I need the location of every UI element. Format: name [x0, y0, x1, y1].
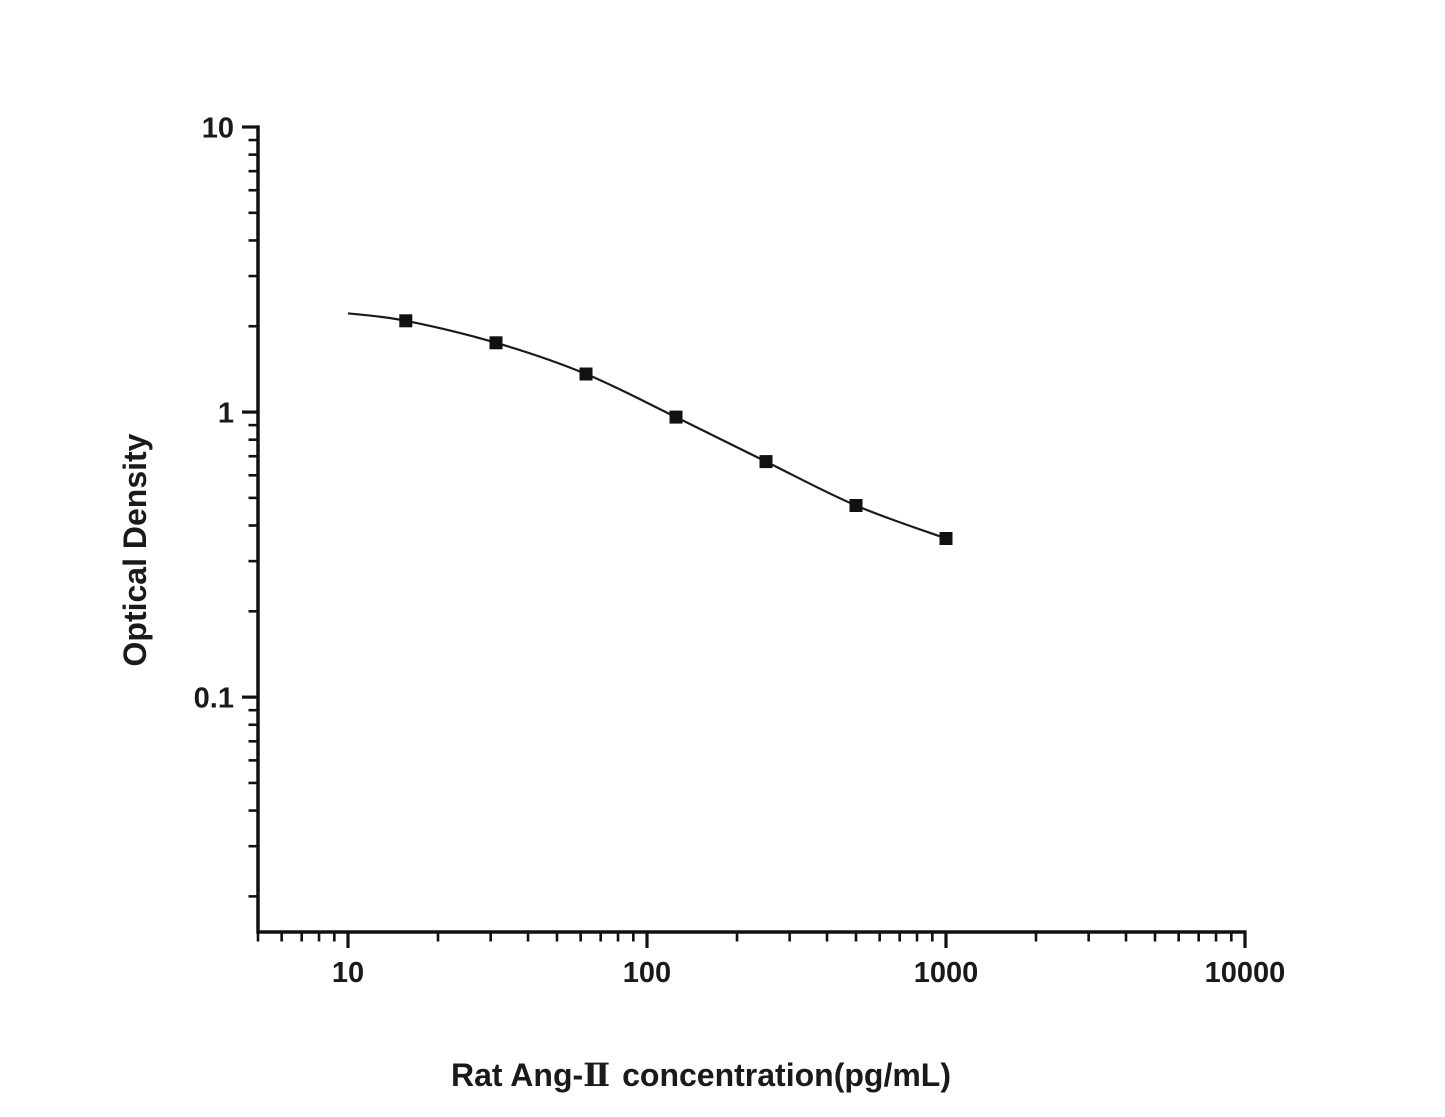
data-point-marker — [489, 336, 503, 350]
x-axis-title: Rat Ang-Ⅱ concentration(pg/mL) — [451, 1057, 951, 1093]
x-axis-tick-label: 100 — [623, 957, 671, 989]
data-point-marker — [399, 314, 413, 328]
axis-ticks — [242, 125, 1247, 948]
x-axis-title-prefix: Rat Ang- — [451, 1057, 583, 1093]
data-point-marker — [939, 532, 953, 545]
data-point-markers — [399, 314, 953, 545]
x-axis-title-suffix: concentration(pg/mL) — [622, 1057, 951, 1093]
fitted-curve — [347, 312, 947, 540]
y-axis-title: Optical Density — [117, 433, 153, 666]
y-axis-tick-label: 1 — [218, 398, 234, 430]
y-axis-tick-label: 0.1 — [194, 683, 234, 715]
x-axis-tick-label: 10 — [332, 957, 364, 989]
data-point-marker — [579, 367, 593, 381]
data-point-marker — [849, 499, 863, 512]
axes — [256, 125, 1247, 934]
axis-tick-labels: 10 100 1000 10000 10 1 0.1 — [194, 113, 1286, 990]
data-point-marker — [669, 410, 683, 424]
standard-curve-line — [347, 312, 947, 540]
x-axis-tick-label: 1000 — [914, 957, 979, 989]
y-axis-tick-label: 10 — [202, 113, 234, 145]
data-point-marker — [759, 455, 773, 469]
x-axis-tick-label: 10000 — [1205, 957, 1286, 989]
axis-spine — [256, 125, 1247, 934]
x-axis-title-roman-numeral: Ⅱ — [583, 1057, 610, 1093]
